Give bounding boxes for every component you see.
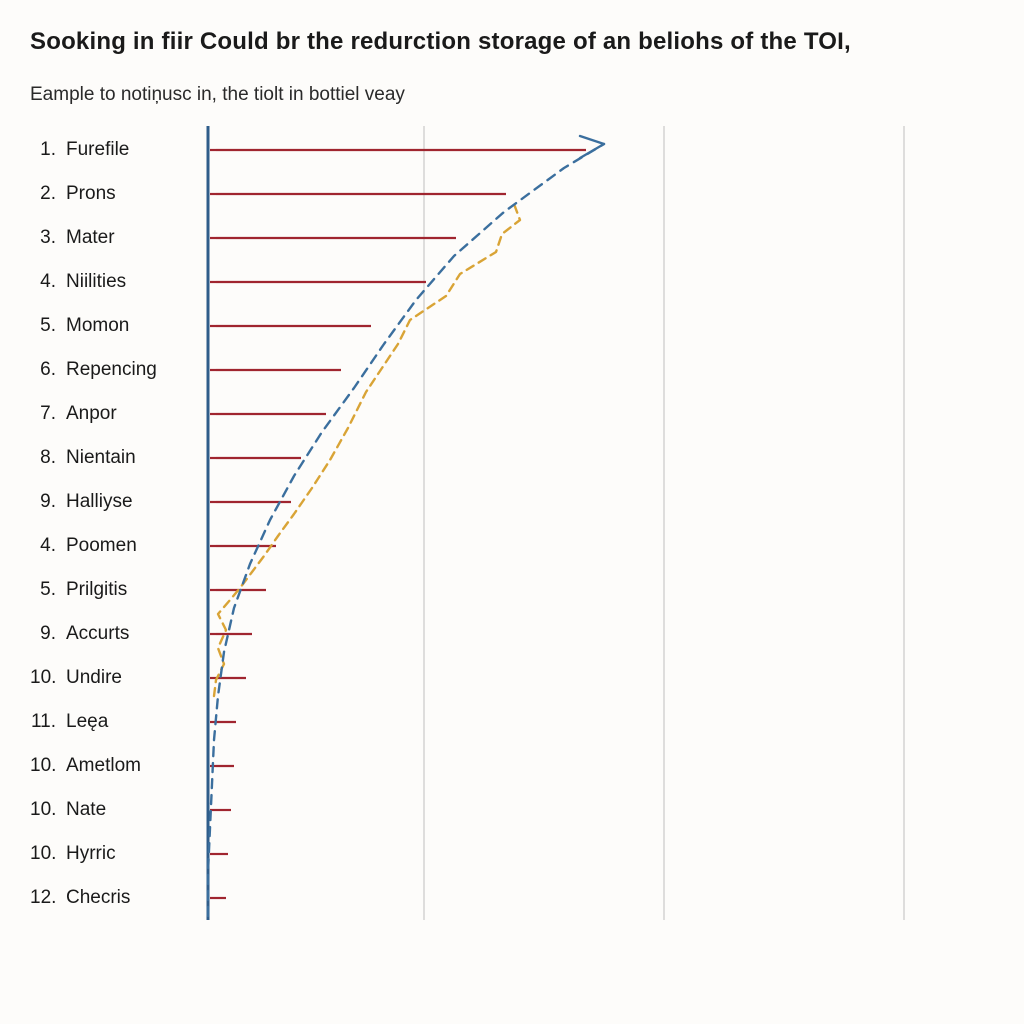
list-item-label: Prons xyxy=(66,183,116,205)
list-item-number: 10. xyxy=(30,799,66,821)
list-item-label: Halliyse xyxy=(66,491,133,513)
list-item-number: 9. xyxy=(30,623,66,645)
list-item-number: 12. xyxy=(30,887,66,909)
list-item-number: 5. xyxy=(30,315,66,337)
list-item: 5.Momon xyxy=(30,304,194,348)
list-item-label: Ametlom xyxy=(66,755,141,777)
list-item-label: Νiilities xyxy=(66,271,126,293)
chart-svg xyxy=(194,124,994,924)
list-item-number: 5. xyxy=(30,579,66,601)
list-item-label: Momon xyxy=(66,315,129,337)
page-title: Sooking in fiir Could br the redurction … xyxy=(30,28,994,56)
list-item-label: Leęa xyxy=(66,711,108,733)
list-item-label: Hyrric xyxy=(66,843,116,865)
list-item: 4.Poomen xyxy=(30,524,194,568)
list-item: 10.Hyrric xyxy=(30,832,194,876)
chart: 1.Furefile2.Prons3.Mater4.Νiilities5.Mom… xyxy=(30,124,994,924)
list-item-number: 6. xyxy=(30,359,66,381)
list-item: 6.Repencing xyxy=(30,348,194,392)
list-item-number: 2. xyxy=(30,183,66,205)
list-item: 3.Mater xyxy=(30,216,194,260)
list-item-number: 8. xyxy=(30,447,66,469)
list-item-label: Furefile xyxy=(66,139,129,161)
list-item-label: Accurts xyxy=(66,623,129,645)
list-item: 9.Accurts xyxy=(30,612,194,656)
list-item-label: Prilgitis xyxy=(66,579,127,601)
list-item-number: 4. xyxy=(30,271,66,293)
list-item-number: 10. xyxy=(30,755,66,777)
list-item: 10.Undire xyxy=(30,656,194,700)
list-item: 8.Nientain xyxy=(30,436,194,480)
list-item: 11.Leęa xyxy=(30,700,194,744)
list-item: 10.Nate xyxy=(30,788,194,832)
list-item-number: 7. xyxy=(30,403,66,425)
list-item: 4.Νiilities xyxy=(30,260,194,304)
list-item-label: Nientain xyxy=(66,447,136,469)
list-item-label: Undire xyxy=(66,667,122,689)
page-subtitle: Eample to notiņusc in, the tiolt in bott… xyxy=(30,84,994,106)
list-item-number: 1. xyxy=(30,139,66,161)
list-item-number: 9. xyxy=(30,491,66,513)
list-item-number: 11. xyxy=(30,711,66,733)
list-item: 2.Prons xyxy=(30,172,194,216)
list-item-number: 3. xyxy=(30,227,66,249)
list-item: 7.Anpor xyxy=(30,392,194,436)
labels-column: 1.Furefile2.Prons3.Mater4.Νiilities5.Mom… xyxy=(30,124,194,924)
list-item: 10.Ametlom xyxy=(30,744,194,788)
list-item: 12.Checris xyxy=(30,876,194,920)
list-item-number: 10. xyxy=(30,667,66,689)
list-item: 5.Prilgitis xyxy=(30,568,194,612)
list-item: 9.Halliyse xyxy=(30,480,194,524)
list-item-number: 10. xyxy=(30,843,66,865)
list-item-label: Repencing xyxy=(66,359,157,381)
list-item-number: 4. xyxy=(30,535,66,557)
list-item-label: Mater xyxy=(66,227,115,249)
list-item-label: Nate xyxy=(66,799,106,821)
plot-area xyxy=(194,124,994,924)
list-item-label: Poomen xyxy=(66,535,137,557)
list-item-label: Anpor xyxy=(66,403,117,425)
page: Sooking in fiir Could br the redurction … xyxy=(0,0,1024,944)
list-item-label: Checris xyxy=(66,887,130,909)
list-item: 1.Furefile xyxy=(30,128,194,172)
